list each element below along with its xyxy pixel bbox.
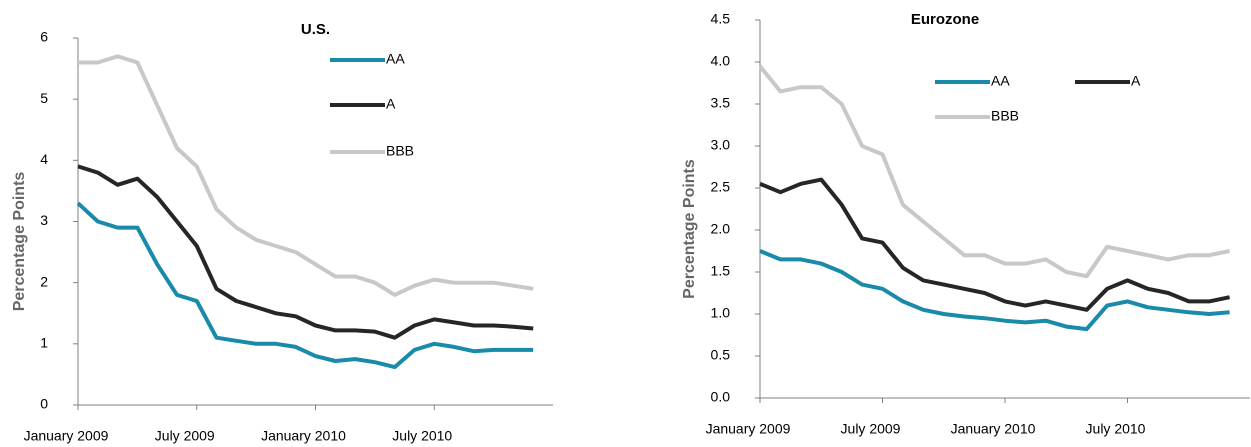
series-line: [758, 64, 1231, 279]
y-tick-label: 2.5: [711, 179, 731, 195]
legend-label: BBB: [991, 108, 1019, 124]
x-tick-label: January 2010: [261, 428, 346, 444]
y-axis-label: Percentage Points: [11, 172, 28, 312]
y-tick-label: 1: [40, 335, 48, 351]
legend-label: AA: [386, 51, 405, 67]
chart-title: Eurozone: [911, 11, 979, 28]
legend-label: AA: [991, 73, 1010, 89]
y-tick-label: 3.0: [711, 137, 731, 153]
chart: U.S. Percentage Points 0 1 2 3 4 5 6 January 2009…: [11, 21, 553, 444]
y-tick-label: 4: [40, 151, 48, 167]
legend-label: BBB: [386, 143, 414, 159]
x-tick-label: July 2010: [1086, 421, 1146, 437]
y-tick-label: 1.0: [711, 305, 731, 321]
y-tick-label: 2.0: [711, 221, 731, 237]
y-axis-label: Percentage Points: [681, 159, 698, 299]
series-line: [759, 177, 1231, 312]
series-line: [77, 164, 534, 340]
x-tick-label: January 2009: [706, 421, 791, 437]
x-tick-label: July 2010: [392, 428, 452, 444]
y-tick-label: 6: [40, 29, 48, 45]
series-line: [76, 201, 534, 370]
chart-title: U.S.: [301, 21, 330, 38]
y-tick-label: 0.0: [711, 389, 731, 405]
y-tick-label: 1.5: [711, 263, 731, 279]
y-tick-label: 0.5: [711, 347, 731, 363]
x-tick-label: January 2010: [951, 421, 1036, 437]
legend-label: A: [1131, 73, 1141, 89]
x-tick-label: July 2009: [155, 428, 215, 444]
x-tick-label: January 2009: [24, 428, 109, 444]
y-tick-label: 3: [40, 212, 48, 228]
x-tick-label: July 2009: [841, 421, 901, 437]
y-tick-label: 4.5: [711, 11, 731, 27]
chart: Eurozone Percentage Points 0.0 0.5 1.0 1.5 2.0…: [681, 11, 1250, 437]
y-tick-label: 3.5: [711, 95, 731, 111]
y-tick-label: 5: [40, 90, 48, 106]
series-line: [759, 249, 1230, 332]
y-tick-label: 2: [40, 273, 48, 289]
legend-label: A: [386, 96, 396, 112]
y-tick-label: 0: [40, 396, 48, 412]
y-tick-label: 4.0: [711, 53, 731, 69]
series-line: [78, 54, 534, 297]
